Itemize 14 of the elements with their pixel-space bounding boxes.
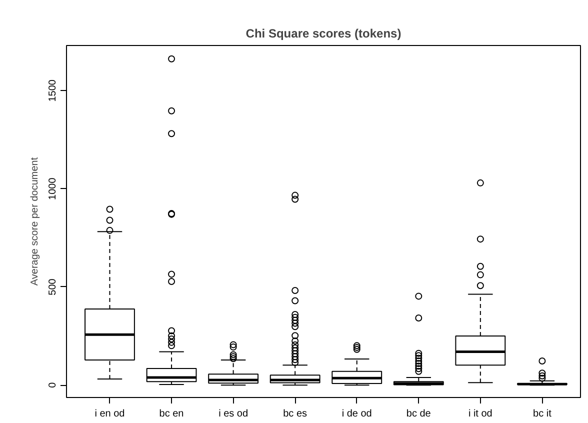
y-tick-label: 500 [48,278,58,296]
x-tick-label: i en od [94,408,125,420]
x-tick-label: i it od [468,408,492,420]
y-axis-title: Average score per document [30,157,40,286]
y-tick-label: 0 [48,382,58,388]
chart-title: Chi Square scores (tokens) [246,26,402,40]
y-tick-label: 1500 [48,79,58,102]
x-tick-label: bc es [283,408,308,420]
x-tick-label: bc it [533,408,552,420]
y-tick-label: 1000 [48,177,58,200]
x-tick-label: i de od [342,408,372,420]
x-tick-label: i es od [218,408,248,420]
x-tick-label: bc en [159,408,184,420]
x-tick-label: bc de [406,408,432,420]
